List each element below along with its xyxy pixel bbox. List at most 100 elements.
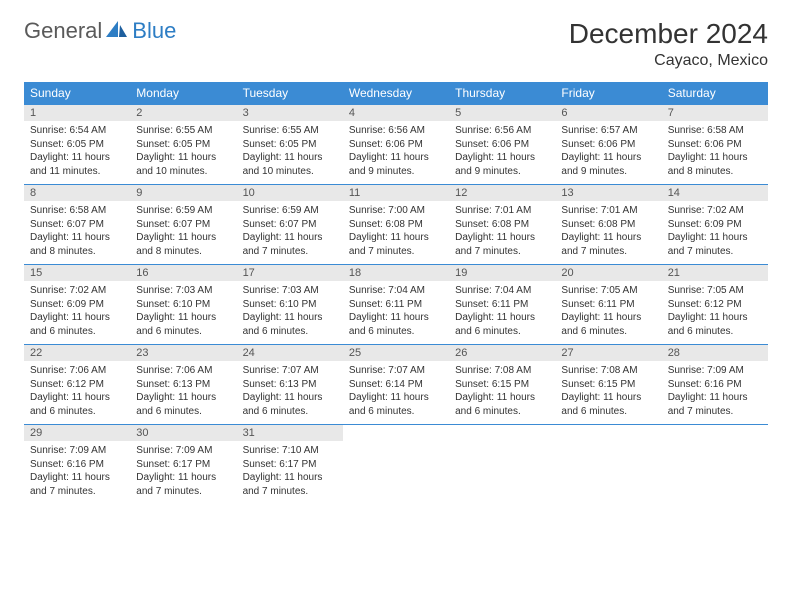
daylight-text: and 6 minutes. [243, 405, 337, 419]
sunset-text: Sunset: 6:05 PM [243, 138, 337, 152]
sunrise-text: Sunrise: 7:01 AM [561, 204, 655, 218]
day-details: Sunrise: 6:56 AMSunset: 6:06 PMDaylight:… [449, 121, 555, 184]
daylight-text: and 6 minutes. [136, 325, 230, 339]
calendar-day-cell [449, 425, 555, 505]
page-header: General Blue December 2024 Cayaco, Mexic… [24, 18, 768, 70]
calendar-day-cell: 4Sunrise: 6:56 AMSunset: 6:06 PMDaylight… [343, 105, 449, 185]
day-details: Sunrise: 7:01 AMSunset: 6:08 PMDaylight:… [449, 201, 555, 264]
calendar-day-cell: 1Sunrise: 6:54 AMSunset: 6:05 PMDaylight… [24, 105, 130, 185]
calendar-day-cell: 19Sunrise: 7:04 AMSunset: 6:11 PMDayligh… [449, 265, 555, 345]
day-number: 19 [449, 265, 555, 281]
day-header: Thursday [449, 82, 555, 105]
sunset-text: Sunset: 6:07 PM [243, 218, 337, 232]
daylight-text: Daylight: 11 hours [243, 471, 337, 485]
sunset-text: Sunset: 6:13 PM [136, 378, 230, 392]
sunrise-text: Sunrise: 6:59 AM [243, 204, 337, 218]
daylight-text: Daylight: 11 hours [349, 231, 443, 245]
calendar-day-cell: 12Sunrise: 7:01 AMSunset: 6:08 PMDayligh… [449, 185, 555, 265]
calendar-day-cell: 25Sunrise: 7:07 AMSunset: 6:14 PMDayligh… [343, 345, 449, 425]
day-details: Sunrise: 6:57 AMSunset: 6:06 PMDaylight:… [555, 121, 661, 184]
sunrise-text: Sunrise: 7:08 AM [455, 364, 549, 378]
sunset-text: Sunset: 6:06 PM [668, 138, 762, 152]
sunset-text: Sunset: 6:15 PM [455, 378, 549, 392]
day-number: 9 [130, 185, 236, 201]
sunrise-text: Sunrise: 7:03 AM [136, 284, 230, 298]
calendar-day-cell [555, 425, 661, 505]
day-details: Sunrise: 6:54 AMSunset: 6:05 PMDaylight:… [24, 121, 130, 184]
daylight-text: and 7 minutes. [455, 245, 549, 259]
calendar-day-cell: 27Sunrise: 7:08 AMSunset: 6:15 PMDayligh… [555, 345, 661, 425]
sunset-text: Sunset: 6:05 PM [136, 138, 230, 152]
calendar-day-cell: 10Sunrise: 6:59 AMSunset: 6:07 PMDayligh… [237, 185, 343, 265]
sunrise-text: Sunrise: 7:06 AM [136, 364, 230, 378]
daylight-text: and 7 minutes. [243, 485, 337, 499]
sunrise-text: Sunrise: 7:02 AM [30, 284, 124, 298]
day-header: Friday [555, 82, 661, 105]
calendar-day-cell: 5Sunrise: 6:56 AMSunset: 6:06 PMDaylight… [449, 105, 555, 185]
calendar-day-cell: 16Sunrise: 7:03 AMSunset: 6:10 PMDayligh… [130, 265, 236, 345]
day-details: Sunrise: 7:04 AMSunset: 6:11 PMDaylight:… [449, 281, 555, 344]
daylight-text: and 8 minutes. [30, 245, 124, 259]
daylight-text: Daylight: 11 hours [30, 231, 124, 245]
sunrise-text: Sunrise: 6:54 AM [30, 124, 124, 138]
sunset-text: Sunset: 6:11 PM [455, 298, 549, 312]
day-details: Sunrise: 6:59 AMSunset: 6:07 PMDaylight:… [130, 201, 236, 264]
daylight-text: Daylight: 11 hours [455, 311, 549, 325]
daylight-text: and 7 minutes. [136, 485, 230, 499]
sunrise-text: Sunrise: 7:07 AM [349, 364, 443, 378]
day-header: Wednesday [343, 82, 449, 105]
day-number: 22 [24, 345, 130, 361]
sunset-text: Sunset: 6:10 PM [136, 298, 230, 312]
calendar-week-row: 29Sunrise: 7:09 AMSunset: 6:16 PMDayligh… [24, 425, 768, 505]
sunset-text: Sunset: 6:12 PM [668, 298, 762, 312]
sunrise-text: Sunrise: 7:03 AM [243, 284, 337, 298]
day-number: 13 [555, 185, 661, 201]
day-number: 14 [662, 185, 768, 201]
daylight-text: Daylight: 11 hours [455, 231, 549, 245]
daylight-text: Daylight: 11 hours [668, 311, 762, 325]
sunset-text: Sunset: 6:16 PM [30, 458, 124, 472]
sunset-text: Sunset: 6:15 PM [561, 378, 655, 392]
day-details: Sunrise: 6:56 AMSunset: 6:06 PMDaylight:… [343, 121, 449, 184]
day-number: 30 [130, 425, 236, 441]
day-header: Sunday [24, 82, 130, 105]
calendar-day-cell: 28Sunrise: 7:09 AMSunset: 6:16 PMDayligh… [662, 345, 768, 425]
day-number: 7 [662, 105, 768, 121]
day-details: Sunrise: 7:08 AMSunset: 6:15 PMDaylight:… [555, 361, 661, 424]
day-header: Tuesday [237, 82, 343, 105]
calendar-table: SundayMondayTuesdayWednesdayThursdayFrid… [24, 82, 768, 504]
calendar-day-cell: 29Sunrise: 7:09 AMSunset: 6:16 PMDayligh… [24, 425, 130, 505]
daylight-text: Daylight: 11 hours [243, 151, 337, 165]
daylight-text: Daylight: 11 hours [668, 231, 762, 245]
sunrise-text: Sunrise: 7:01 AM [455, 204, 549, 218]
day-details: Sunrise: 7:03 AMSunset: 6:10 PMDaylight:… [130, 281, 236, 344]
day-details: Sunrise: 7:07 AMSunset: 6:14 PMDaylight:… [343, 361, 449, 424]
daylight-text: and 6 minutes. [243, 325, 337, 339]
daylight-text: Daylight: 11 hours [349, 151, 443, 165]
calendar-day-cell: 3Sunrise: 6:55 AMSunset: 6:05 PMDaylight… [237, 105, 343, 185]
day-number: 18 [343, 265, 449, 281]
day-number: 5 [449, 105, 555, 121]
day-details: Sunrise: 7:07 AMSunset: 6:13 PMDaylight:… [237, 361, 343, 424]
daylight-text: and 7 minutes. [243, 245, 337, 259]
daylight-text: Daylight: 11 hours [561, 231, 655, 245]
sunset-text: Sunset: 6:12 PM [30, 378, 124, 392]
sunset-text: Sunset: 6:10 PM [243, 298, 337, 312]
logo: General Blue [24, 18, 176, 44]
sunset-text: Sunset: 6:07 PM [136, 218, 230, 232]
daylight-text: and 6 minutes. [455, 405, 549, 419]
daylight-text: and 10 minutes. [243, 165, 337, 179]
day-details: Sunrise: 7:09 AMSunset: 6:16 PMDaylight:… [24, 441, 130, 504]
daylight-text: and 7 minutes. [668, 405, 762, 419]
daylight-text: Daylight: 11 hours [561, 311, 655, 325]
sunset-text: Sunset: 6:06 PM [455, 138, 549, 152]
day-details: Sunrise: 7:06 AMSunset: 6:12 PMDaylight:… [24, 361, 130, 424]
calendar-day-cell: 6Sunrise: 6:57 AMSunset: 6:06 PMDaylight… [555, 105, 661, 185]
calendar-day-cell: 13Sunrise: 7:01 AMSunset: 6:08 PMDayligh… [555, 185, 661, 265]
sunset-text: Sunset: 6:09 PM [668, 218, 762, 232]
daylight-text: and 7 minutes. [349, 245, 443, 259]
calendar-day-cell: 21Sunrise: 7:05 AMSunset: 6:12 PMDayligh… [662, 265, 768, 345]
daylight-text: and 6 minutes. [349, 325, 443, 339]
sunrise-text: Sunrise: 7:09 AM [136, 444, 230, 458]
sunrise-text: Sunrise: 6:57 AM [561, 124, 655, 138]
